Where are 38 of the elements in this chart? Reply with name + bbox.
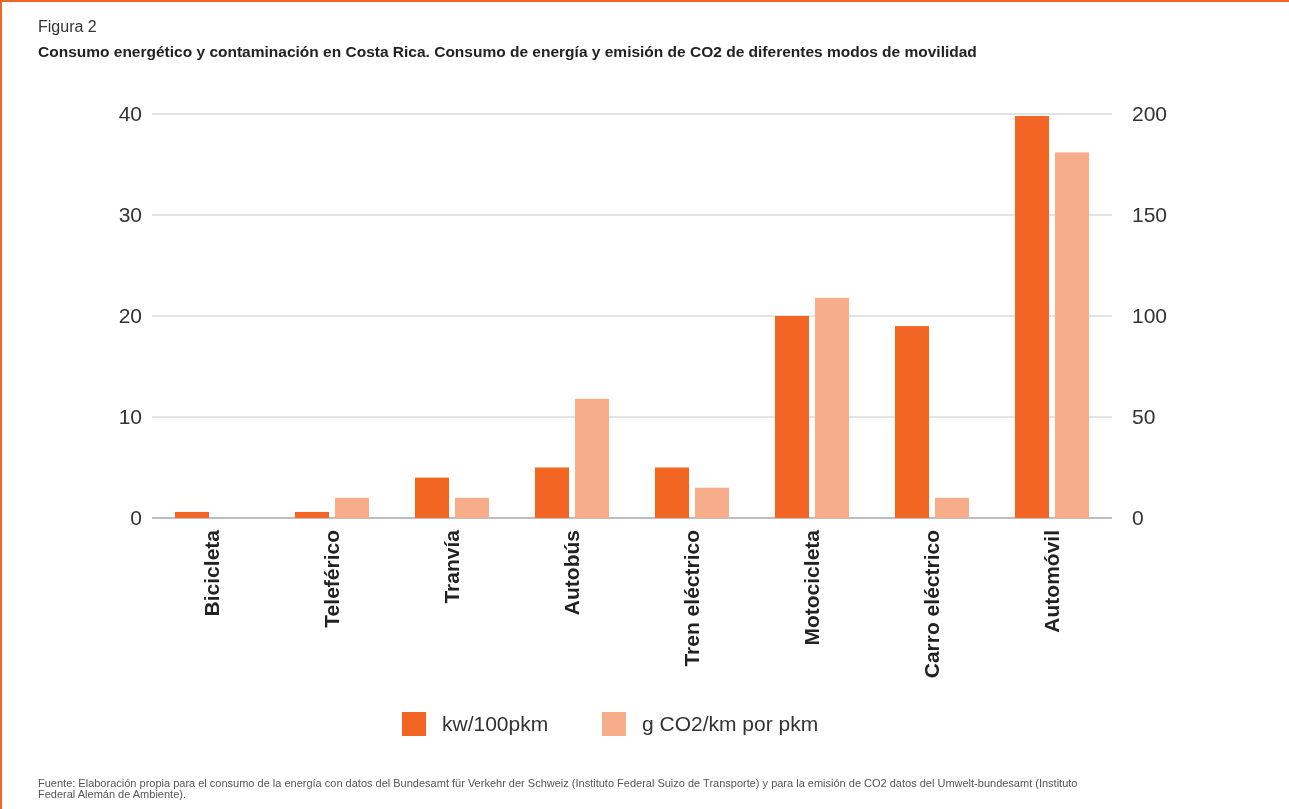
bar — [295, 511, 329, 518]
bar — [535, 467, 569, 518]
bar — [175, 511, 209, 518]
y-tick-label: 40 — [118, 102, 142, 126]
y2-tick-label: 50 — [1132, 405, 1156, 429]
x-tick-label: Automóvil — [1040, 530, 1063, 633]
y2-tick-label: 0 — [1132, 506, 1144, 530]
y-tick-label: 20 — [118, 304, 142, 328]
bar — [1015, 116, 1049, 518]
y2-tick-label: 200 — [1132, 102, 1168, 126]
bar — [335, 497, 369, 518]
x-tick-label: Tranvía — [440, 529, 463, 604]
bar — [1055, 152, 1089, 518]
bar — [775, 316, 809, 518]
y2-tick-label: 150 — [1132, 203, 1168, 227]
chart-subtitle: Figura 2 — [38, 18, 97, 35]
y2-tick-label: 100 — [1132, 304, 1168, 328]
x-tick-label: Autobús — [560, 530, 583, 616]
x-tick-label: Teleférico — [320, 530, 343, 628]
y-tick-label: 30 — [118, 203, 142, 227]
y-tick-label: 10 — [118, 405, 142, 429]
bar — [935, 497, 969, 518]
bar — [815, 297, 849, 518]
x-tick-label: Bicicleta — [200, 529, 223, 617]
x-tick-label: Motocicleta — [800, 529, 823, 646]
legend-label: kw/100pkm — [442, 712, 549, 736]
source-note: Fuente: Elaboración propia para el consumo de la energía con datos del Bundesamt für Verkehr der Schweiz (Instituto Federal Suizo de Transporte) y para la emisión de CO2 datos del Umwelt-bundesamt (Instituto Federal Alemán de Ambiente). — [38, 777, 1078, 800]
y-tick-label: 0 — [130, 506, 142, 530]
chart-title: Consumo energético y contaminación en Costa Rica. Consumo de energía y emisión de CO2 de diferentes modos de movilidad — [38, 43, 977, 60]
bar — [415, 477, 449, 518]
legend-label: g CO2/km por pkm — [642, 712, 819, 736]
bar — [895, 326, 929, 518]
bar — [455, 497, 489, 518]
bar — [575, 398, 609, 518]
x-tick-label: Tren eléctrico — [680, 530, 703, 667]
x-tick-label: Carro eléctrico — [920, 530, 943, 679]
bar — [655, 467, 689, 518]
bar — [695, 487, 729, 518]
